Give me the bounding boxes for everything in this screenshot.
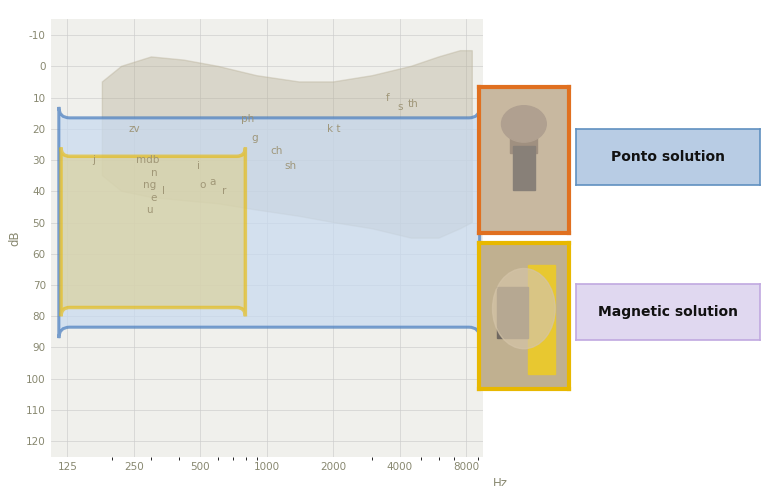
Text: u: u (146, 205, 153, 215)
Text: Ponto solution: Ponto solution (611, 150, 725, 164)
Text: ph: ph (241, 114, 255, 124)
Text: f: f (386, 92, 389, 103)
Text: o: o (199, 180, 206, 190)
Text: n: n (151, 168, 158, 177)
Text: zv: zv (128, 124, 139, 134)
Text: l: l (162, 186, 165, 196)
Text: th: th (408, 99, 419, 109)
FancyBboxPatch shape (61, 148, 245, 316)
Text: e: e (150, 192, 157, 203)
Text: s: s (397, 102, 403, 112)
Bar (513, 146, 534, 190)
Ellipse shape (492, 268, 555, 349)
Text: mdb: mdb (136, 155, 160, 165)
Text: k t: k t (326, 124, 340, 134)
Polygon shape (102, 51, 472, 238)
Text: ch: ch (270, 146, 282, 156)
Bar (528, 265, 555, 374)
Bar (510, 109, 538, 153)
Text: ng: ng (143, 180, 157, 190)
Text: sh: sh (284, 161, 297, 171)
X-axis label: Hz: Hz (493, 476, 508, 486)
Text: i: i (197, 161, 200, 171)
Y-axis label: dB: dB (9, 230, 22, 246)
Ellipse shape (502, 105, 546, 142)
Text: g: g (252, 133, 258, 143)
Text: r: r (222, 186, 226, 196)
FancyBboxPatch shape (59, 107, 480, 338)
Text: j: j (93, 155, 96, 165)
Bar (497, 287, 528, 338)
Text: Magnetic solution: Magnetic solution (598, 305, 738, 319)
Text: a: a (210, 177, 216, 187)
